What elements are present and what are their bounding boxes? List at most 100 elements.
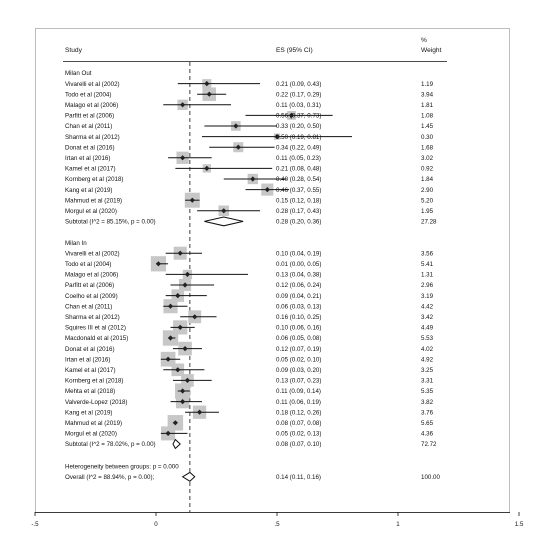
subtotal-weight: 27.28 [421, 219, 437, 226]
study-ci: 0.08 (0.07, 0.08) [276, 420, 321, 427]
study-weight: 3.19 [421, 293, 434, 300]
x-tick-label: .5 [274, 521, 280, 528]
study-ci: 0.13 (0.07, 0.23) [276, 378, 321, 385]
point-estimate [165, 356, 171, 362]
study-weight: 1.68 [421, 144, 434, 151]
study-weight: 4.42 [421, 303, 434, 310]
study-label: Kamel et al (2017) [65, 166, 116, 173]
point-estimate [204, 81, 210, 87]
point-estimate [206, 91, 212, 97]
study-label: Morgul et al (2020) [65, 208, 117, 215]
study-label: Vivarelli et al (2002) [65, 81, 120, 88]
header-study: Study [65, 47, 83, 54]
study-label: Sharma et al (2012) [65, 134, 120, 141]
study-ci: 0.40 (0.28, 0.54) [276, 176, 321, 183]
study-label: Morgul et al (2020) [65, 431, 117, 438]
point-estimate [196, 409, 203, 415]
group-label: Milan In [65, 240, 87, 247]
study-weight: 1.19 [421, 81, 434, 88]
point-estimate [221, 208, 227, 214]
point-estimate [175, 293, 181, 299]
x-tick-label: -.5 [31, 521, 39, 528]
point-estimate [264, 187, 270, 193]
point-estimate [180, 399, 186, 405]
point-estimate [274, 134, 280, 140]
point-estimate [235, 144, 241, 150]
study-ci: 0.18 (0.12, 0.26) [276, 409, 321, 416]
study-ci: 0.56 (0.37, 0.73) [276, 113, 321, 120]
study-ci: 0.12 (0.07, 0.19) [276, 346, 321, 353]
study-label: Irtan et al (2016) [65, 155, 110, 162]
study-label: Chan et al (2011) [65, 303, 112, 310]
study-label: Chan et al (2011) [65, 123, 112, 130]
point-estimate [184, 271, 191, 277]
study-ci: 0.11 (0.06, 0.19) [276, 399, 321, 406]
study-label: Coelho et al (2009) [65, 293, 118, 300]
study-weight: 2.90 [421, 187, 434, 194]
heterogeneity-label: Heterogeneity between groups: p = 0.000 [65, 463, 179, 470]
study-weight: 5.20 [421, 197, 434, 204]
point-estimate [180, 388, 186, 394]
study-weight: 1.45 [421, 123, 434, 130]
study-ci: 0.05 (0.02, 0.13) [276, 431, 321, 438]
point-estimate [204, 165, 210, 171]
subtotal-diamond [172, 438, 181, 450]
study-ci: 0.05 (0.02, 0.10) [276, 356, 321, 363]
point-estimate [233, 123, 239, 129]
subtotal-ci: 0.28 (0.20, 0.36) [276, 219, 321, 226]
point-estimate [180, 102, 186, 108]
study-ci: 0.21 (0.08, 0.48) [276, 166, 321, 173]
study-weight: 3.82 [421, 399, 434, 406]
study-label: Mehta et al (2018) [65, 388, 115, 395]
header-es: ES (95% CI) [276, 47, 313, 54]
x-axis-ticks: -.5 0 .5 1 1.5 [31, 512, 524, 528]
x-tick-label: 1 [396, 521, 400, 528]
study-weight: 4.36 [421, 431, 434, 438]
study-label: Macdonald et al (2015) [65, 335, 128, 342]
overall-label: Overall (I^2 = 88.94%, p = 0.00); [65, 474, 155, 481]
study-label: Donat et al (2016) [65, 346, 115, 353]
study-ci: 0.06 (0.05, 0.08) [276, 335, 321, 342]
point-estimate [288, 112, 295, 118]
study-weight: 3.25 [421, 367, 434, 374]
study-ci: 0.46 (0.37, 0.55) [276, 187, 321, 194]
study-ci: 0.09 (0.04, 0.21) [276, 293, 321, 300]
study-label: Kang et al (2019) [65, 187, 112, 194]
subtotal-label: Subtotal (I^2 = 85.15%, p = 0.00) [65, 219, 156, 226]
point-estimate [250, 176, 256, 182]
study-ci: 0.11 (0.05, 0.23) [276, 155, 321, 162]
header-weight-pct: % [421, 37, 427, 44]
study-label: Parfitt et al (2006) [65, 282, 114, 289]
study-label: Sharma et al (2012) [65, 314, 120, 321]
forest-labels: Study ES (95% CI)% Weight Milan Out Vivarell… [63, 37, 447, 481]
study-label: Kamel et al (2017) [65, 367, 116, 374]
study-label: Mahmud et al (2019) [65, 420, 122, 427]
study-ci: 0.10 (0.04, 0.19) [276, 250, 321, 257]
study-weight: 4.92 [421, 356, 434, 363]
study-ci: 0.28 (0.17, 0.43) [276, 208, 321, 215]
study-label: Kornberg et al (2018) [65, 378, 123, 385]
overall-weight: 100.00 [421, 474, 440, 481]
study-label: Vivarelli et al (2002) [65, 250, 120, 257]
study-weight: 5.65 [421, 420, 434, 427]
study-weight: 1.84 [421, 176, 434, 183]
study-ci: 0.50 (0.19, 0.81) [276, 134, 321, 141]
study-weight: 5.53 [421, 335, 434, 342]
study-ci: 0.33 (0.20, 0.50) [276, 123, 321, 130]
x-tick-label: 0 [154, 521, 158, 528]
study-ci: 0.01 (0.00, 0.05) [276, 261, 321, 268]
x-tick-label: 1.5 [515, 521, 524, 528]
study-weight: 2.96 [421, 282, 434, 289]
point-estimate [155, 261, 162, 267]
overall-diamond [181, 471, 196, 482]
point-estimate [167, 335, 174, 341]
header-weight: Weight [421, 47, 442, 54]
study-weight: 3.94 [421, 91, 434, 98]
study-ci: 0.06 (0.03, 0.13) [276, 303, 321, 310]
study-label: Parfitt et al (2006) [65, 113, 114, 120]
study-ci: 0.21 (0.09, 0.43) [276, 81, 321, 88]
study-ci: 0.16 (0.10, 0.25) [276, 314, 321, 321]
study-weight: 3.56 [421, 250, 434, 257]
point-estimate [182, 346, 188, 352]
